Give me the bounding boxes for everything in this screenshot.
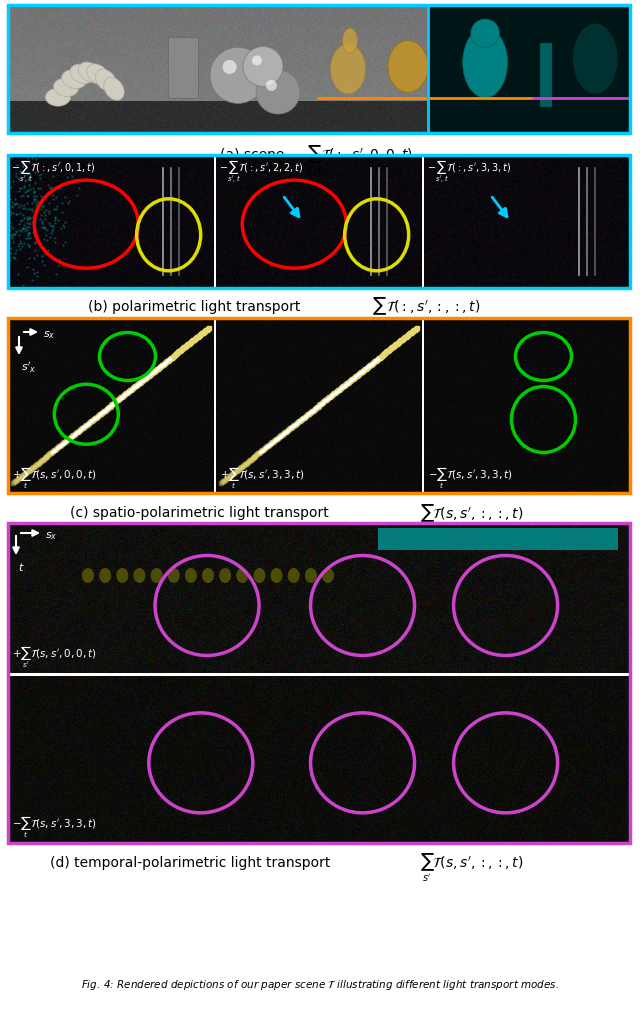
Text: $+\sum_{t}\mathcal{T}(s,s',3,3,t)$: $+\sum_{t}\mathcal{T}(s,s',3,3,t)$ <box>220 465 305 491</box>
Ellipse shape <box>78 62 102 82</box>
Text: $s'_x$: $s'_x$ <box>21 360 36 375</box>
Ellipse shape <box>185 568 197 583</box>
Ellipse shape <box>219 568 231 583</box>
Text: $+\sum_{t}\mathcal{T}(s,s',0,0,t)$: $+\sum_{t}\mathcal{T}(s,s',0,0,t)$ <box>12 465 97 491</box>
Ellipse shape <box>330 44 365 94</box>
Bar <box>8 155 630 288</box>
Text: (a) scene: (a) scene <box>220 148 284 162</box>
Ellipse shape <box>104 77 124 100</box>
Text: $-\sum_{s',t}\mathcal{T}(:,s',0,1,t)$: $-\sum_{s',t}\mathcal{T}(:,s',0,1,t)$ <box>11 158 95 185</box>
Text: $\sum_{s',t}\mathcal{T}(:,s',0,0,t)$: $\sum_{s',t}\mathcal{T}(:,s',0,0,t)$ <box>305 144 413 177</box>
Text: (c) spatio-polarimetric light transport: (c) spatio-polarimetric light transport <box>70 506 329 520</box>
Ellipse shape <box>388 40 428 92</box>
Bar <box>8 5 630 133</box>
Ellipse shape <box>202 568 214 583</box>
Ellipse shape <box>61 70 86 89</box>
Ellipse shape <box>99 568 111 583</box>
Text: (b) polarimetric light transport: (b) polarimetric light transport <box>88 300 300 314</box>
Bar <box>378 528 618 550</box>
Ellipse shape <box>322 568 334 583</box>
Ellipse shape <box>271 568 283 583</box>
Bar <box>428 5 630 133</box>
Bar <box>8 318 630 493</box>
Circle shape <box>256 70 300 114</box>
Text: $-\sum_{t}\mathcal{T}(s,s',3,3,t)$: $-\sum_{t}\mathcal{T}(s,s',3,3,t)$ <box>12 815 97 840</box>
Ellipse shape <box>342 28 358 54</box>
Ellipse shape <box>288 568 300 583</box>
Ellipse shape <box>305 568 317 583</box>
Circle shape <box>252 56 262 66</box>
Ellipse shape <box>150 568 163 583</box>
Ellipse shape <box>236 568 248 583</box>
Text: $\sum_{s'}\mathcal{T}(s,s',:,:,t)$: $\sum_{s'}\mathcal{T}(s,s',:,:,t)$ <box>420 852 524 885</box>
Ellipse shape <box>70 64 94 84</box>
Ellipse shape <box>82 568 94 583</box>
Ellipse shape <box>116 568 128 583</box>
Circle shape <box>210 48 266 103</box>
Circle shape <box>243 47 283 86</box>
Ellipse shape <box>463 27 508 98</box>
Text: $s_x$: $s_x$ <box>43 329 56 341</box>
Text: $\sum_{s',t}\mathcal{T}(:,s',:,:,t)$: $\sum_{s',t}\mathcal{T}(:,s',:,:,t)$ <box>370 296 480 329</box>
Ellipse shape <box>95 69 116 91</box>
Text: Fig. 4: Rendered depictions of our paper scene $\mathcal{T}$ illustrating differ: Fig. 4: Rendered depictions of our paper… <box>81 978 559 992</box>
Text: $-\sum_{t}\mathcal{T}(s,s',3,3,t)$: $-\sum_{t}\mathcal{T}(s,s',3,3,t)$ <box>428 465 513 491</box>
Ellipse shape <box>471 19 499 48</box>
Bar <box>168 37 198 98</box>
Text: $-\sum_{s',t}\mathcal{T}(:,s',3,3,t)$: $-\sum_{s',t}\mathcal{T}(:,s',3,3,t)$ <box>427 158 511 185</box>
Text: $\sum_{t}\mathcal{T}(s,s',:,:,t)$: $\sum_{t}\mathcal{T}(s,s',:,:,t)$ <box>420 502 524 534</box>
Ellipse shape <box>133 568 145 583</box>
Ellipse shape <box>87 64 109 85</box>
Ellipse shape <box>573 23 618 94</box>
Ellipse shape <box>54 78 79 96</box>
Text: $-\sum_{s',t}\mathcal{T}(:,s',2,2,t)$: $-\sum_{s',t}\mathcal{T}(:,s',2,2,t)$ <box>219 158 303 185</box>
Ellipse shape <box>45 88 70 106</box>
Bar <box>8 523 630 843</box>
Ellipse shape <box>168 568 180 583</box>
Bar <box>8 673 630 676</box>
Circle shape <box>266 80 277 91</box>
Text: $t$: $t$ <box>18 561 25 573</box>
Text: $+\sum_{s'}\mathcal{T}(s,s',0,0,t)$: $+\sum_{s'}\mathcal{T}(s,s',0,0,t)$ <box>12 644 97 670</box>
Circle shape <box>223 60 237 74</box>
Bar <box>428 5 632 133</box>
Text: (d) temporal-polarimetric light transport: (d) temporal-polarimetric light transpor… <box>50 856 330 870</box>
Bar <box>540 43 552 107</box>
Text: $s_x$: $s_x$ <box>45 530 58 542</box>
Ellipse shape <box>253 568 266 583</box>
